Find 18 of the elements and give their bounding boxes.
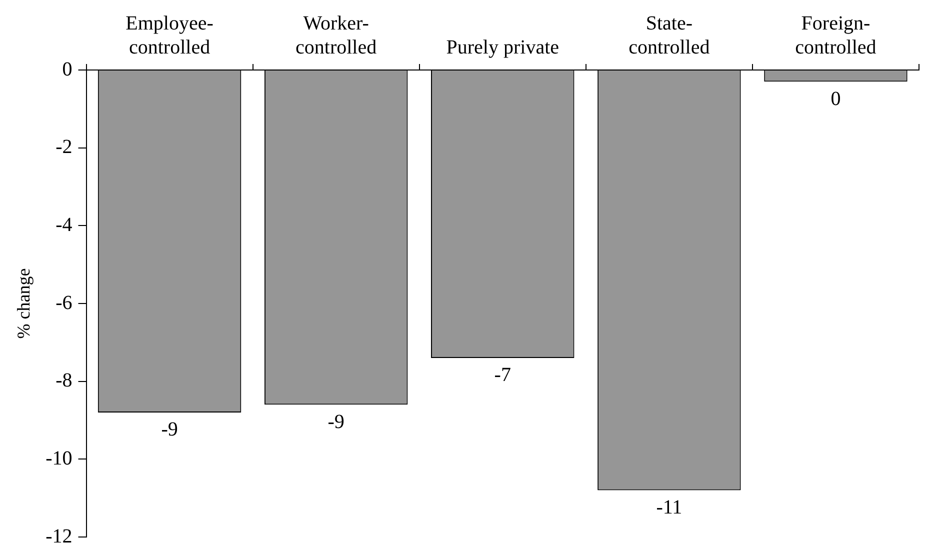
y-tick-label: -6 [56, 292, 72, 314]
y-tick-label: -4 [56, 214, 72, 236]
x-tick-label: Worker-controlled [296, 12, 377, 58]
data-label: -9 [161, 418, 178, 441]
y-tick-label: -2 [56, 136, 72, 158]
y-tick-label: -8 [56, 370, 72, 392]
y-tick-label: -10 [46, 447, 72, 470]
data-label: -9 [328, 410, 344, 433]
data-label: -11 [656, 496, 682, 519]
x-tick-label: Employee-controlled [126, 12, 214, 58]
data-label: 0 [830, 88, 841, 110]
y-axis-title: % change [14, 268, 34, 339]
y-tick-label: -12 [46, 525, 72, 548]
data-label: -7 [494, 364, 511, 386]
x-tick-label: Purely private [446, 36, 560, 58]
y-tick-label: 0 [62, 58, 72, 80]
x-tick-label: State-controlled [628, 12, 710, 58]
x-tick-label: Foreign-controlled [795, 12, 876, 58]
